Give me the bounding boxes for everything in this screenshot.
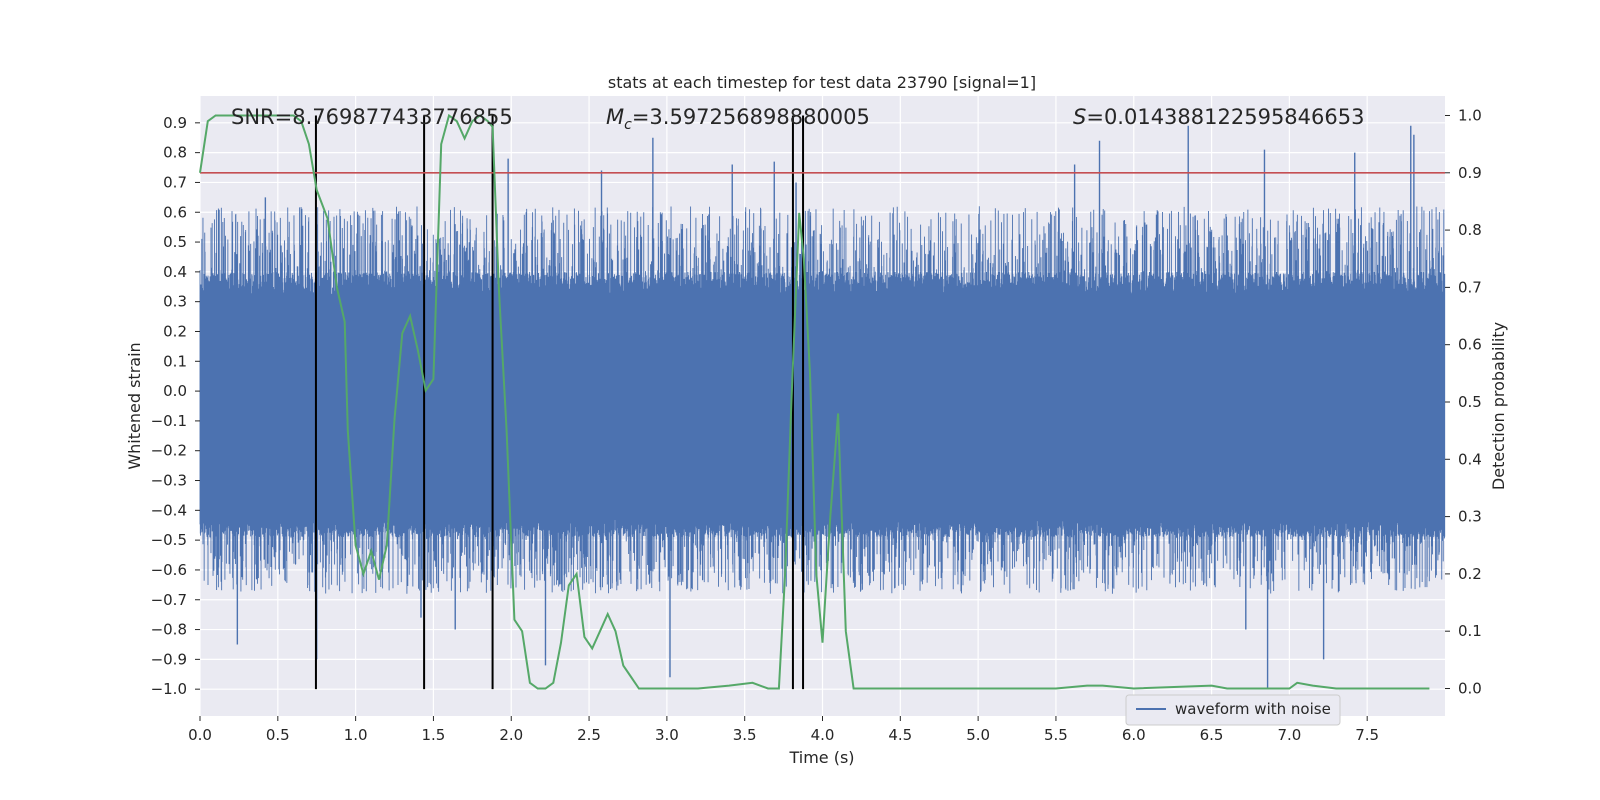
y-axis-ticks: 0.9 0.8 0.7 0.6 0.5 0.4 0.3 0.2 0.1 0.0 −0.1 −0.2 −0… [151, 114, 200, 698]
x-tick-label: 5.0 [966, 726, 990, 744]
s-value: =0.014388122595846653 [1086, 105, 1364, 129]
x-tick-label: 3.0 [655, 726, 679, 744]
y2-axis-label: Detection probability [1489, 322, 1508, 490]
y2-tick-label: 0.9 [1458, 164, 1482, 182]
x-tick-label: 1.5 [422, 726, 446, 744]
y-tick-label: −0.4 [151, 501, 187, 519]
y-tick-label: −0.1 [151, 412, 187, 430]
y-tick-label: −0.8 [151, 621, 187, 639]
y-tick-label: −0.5 [151, 531, 187, 549]
y-tick-label: 0.3 [163, 293, 187, 311]
y-tick-label: 0.2 [163, 322, 187, 340]
y2-tick-label: 0.8 [1458, 221, 1482, 239]
y-tick-label: 0.8 [163, 144, 187, 162]
y2-tick-label: 0.0 [1458, 679, 1482, 697]
y-tick-label: 0.0 [163, 382, 187, 400]
y2-tick-label: 0.6 [1458, 336, 1482, 354]
y2-tick-label: 0.7 [1458, 278, 1482, 296]
x-tick-label: 2.5 [577, 726, 601, 744]
chart-title: stats at each timestep for test data 237… [608, 73, 1036, 92]
x-tick-label: 4.5 [888, 726, 912, 744]
y-tick-label: −0.2 [151, 442, 187, 460]
x-tick-label: 0.5 [266, 726, 290, 744]
x-tick-label: 1.0 [344, 726, 368, 744]
x-tick-label: 7.5 [1355, 726, 1379, 744]
x-tick-label: 7.0 [1277, 726, 1301, 744]
y-tick-label: 0.5 [163, 233, 187, 251]
probability-line [199, 113, 1430, 690]
y2-tick-label: 1.0 [1458, 106, 1482, 124]
mc-annotation: Mc=3.597256898880005 [606, 105, 870, 133]
y-tick-label: 0.1 [163, 352, 187, 370]
y-tick-label: 0.4 [163, 263, 187, 281]
x-tick-label: 5.5 [1044, 726, 1068, 744]
y-tick-label: −1.0 [151, 680, 187, 698]
y-tick-label: 0.6 [163, 203, 187, 221]
legend: waveform with noise [1125, 694, 1341, 726]
x-tick-label: 4.0 [811, 726, 835, 744]
x-tick-label: 0.0 [188, 726, 212, 744]
y-tick-label: −0.7 [151, 591, 187, 609]
y-tick-label: −0.3 [151, 472, 187, 490]
y-tick-label: 0.9 [163, 114, 187, 132]
mc-subscript: c [624, 117, 632, 133]
y-axis-label: Whitened strain [125, 342, 144, 469]
mc-symbol: M [606, 105, 624, 129]
s-annotation: S=0.014388122595846653 [1073, 105, 1364, 129]
x-tick-label: 3.5 [733, 726, 757, 744]
y2-tick-label: 0.3 [1458, 508, 1482, 526]
x-tick-label: 6.5 [1200, 726, 1224, 744]
y2-tick-label: 0.4 [1458, 450, 1482, 468]
x-tick-label: 6.0 [1122, 726, 1146, 744]
y2-tick-label: 0.5 [1458, 393, 1482, 411]
y-tick-label: −0.6 [151, 561, 187, 579]
x-axis-ticks: 0.0 0.5 1.0 1.5 2.0 2.5 3.0 3.5 4.0 4.5 5.0 5.5 6.0 6… [188, 716, 1379, 744]
vertical-markers [314, 115, 805, 690]
x-axis-label: Time (s) [788, 748, 854, 767]
y-tick-label: −0.9 [151, 650, 187, 668]
y2-axis-ticks: 1.0 0.9 0.8 0.7 0.6 0.5 0.4 0.3 0.2 0.1 0.0 [1445, 106, 1482, 697]
waveform-series [199, 125, 1446, 690]
y-tick-label: 0.7 [163, 173, 187, 191]
waveform-noise [199, 206, 1446, 594]
x-tick-label: 2.0 [499, 726, 523, 744]
y2-tick-label: 0.2 [1458, 565, 1482, 583]
legend-label: waveform with noise [1175, 700, 1331, 718]
probability-series [199, 113, 1430, 690]
s-symbol: S [1073, 105, 1086, 129]
y2-tick-label: 0.1 [1458, 622, 1482, 640]
mc-value: =3.597256898880005 [632, 105, 870, 129]
legend-box [1125, 694, 1341, 726]
snr-annotation: SNR=8.769877433776855 [231, 105, 513, 129]
